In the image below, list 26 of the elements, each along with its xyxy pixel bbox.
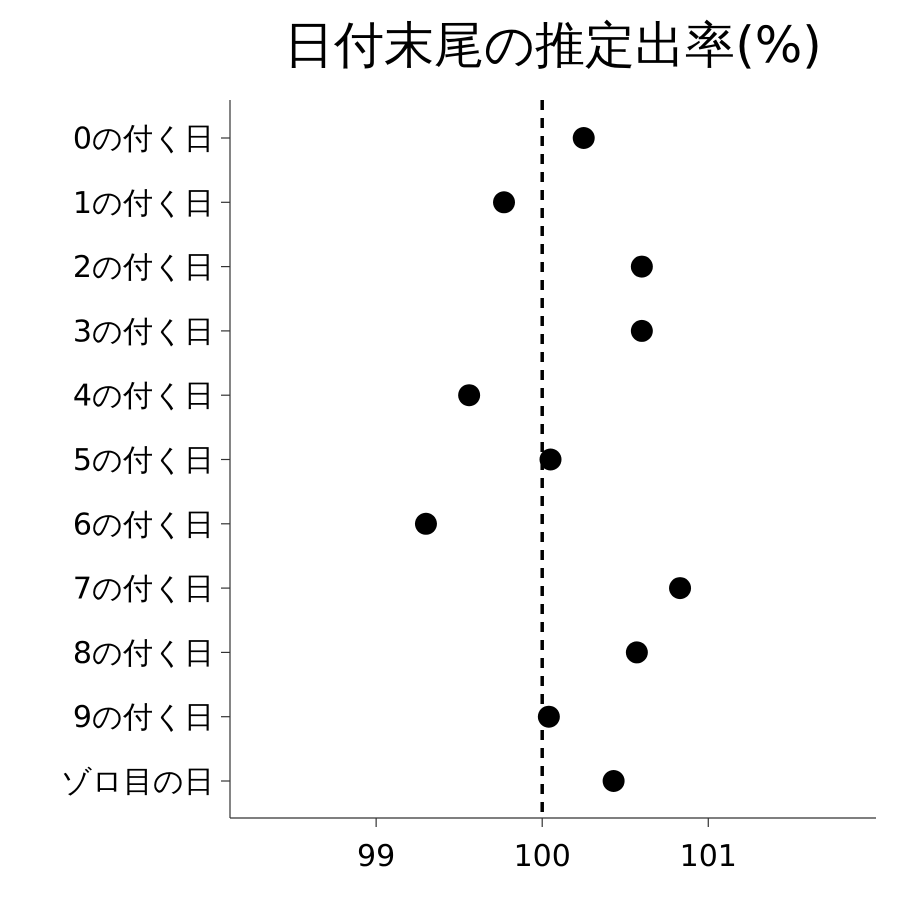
point bbox=[669, 577, 692, 600]
y-tick-label: ゾロ目の日 bbox=[61, 764, 214, 800]
y-tick-label: 0の付く日 bbox=[72, 122, 214, 156]
x-tick-label: 100 bbox=[514, 839, 571, 874]
point bbox=[630, 256, 653, 278]
x-tick-label: 99 bbox=[357, 839, 396, 874]
point bbox=[630, 320, 653, 342]
point bbox=[538, 706, 560, 728]
chart-title: 日付末尾の推定出率(%) bbox=[284, 16, 822, 74]
y-tick-label: 7の付く日 bbox=[72, 572, 214, 607]
y-tick-label: 5の付く日 bbox=[72, 443, 214, 478]
y-tick-label: 1の付く日 bbox=[72, 186, 214, 221]
point bbox=[572, 127, 595, 149]
y-tick-label: 6の付く日 bbox=[72, 507, 214, 542]
point bbox=[626, 641, 648, 664]
point bbox=[602, 770, 625, 792]
y-tick-label: 2の付く日 bbox=[72, 250, 214, 286]
point bbox=[540, 448, 562, 470]
point bbox=[458, 384, 480, 406]
y-tick-label: 3の付く日 bbox=[72, 314, 214, 350]
point bbox=[414, 512, 437, 535]
y-tick-label: 9の付く日 bbox=[72, 700, 214, 736]
point bbox=[493, 191, 516, 214]
x-tick-label: 101 bbox=[680, 839, 737, 874]
y-tick-label: 4の付く日 bbox=[72, 378, 214, 414]
y-tick-label: 8の付く日 bbox=[72, 636, 214, 671]
